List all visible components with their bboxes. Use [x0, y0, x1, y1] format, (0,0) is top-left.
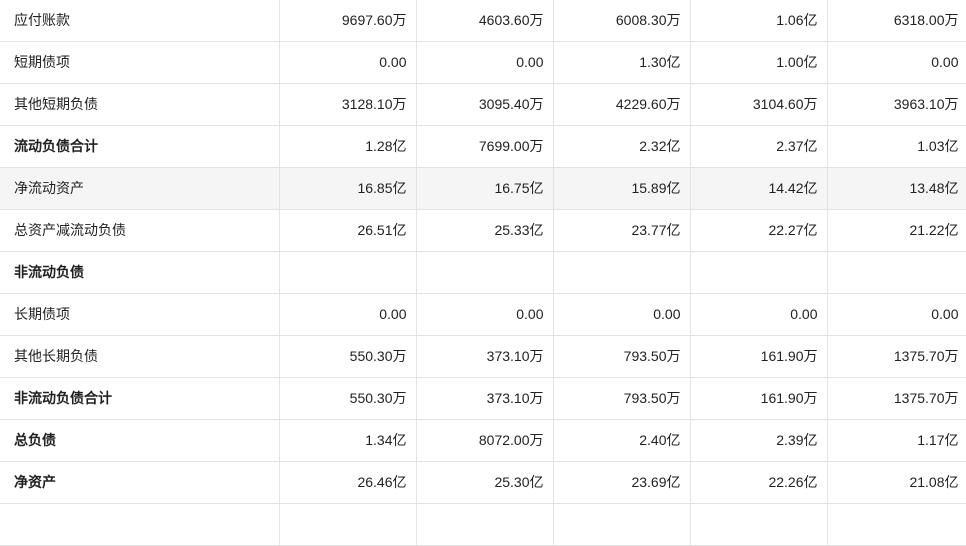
value-cell [826, 503, 966, 546]
value-cell: 0.00 [689, 293, 828, 336]
row-label: 净流动资产 [0, 167, 280, 210]
value-cell: 4229.60万 [552, 83, 691, 126]
value-cell: 25.33亿 [415, 209, 554, 252]
value-cell [278, 503, 417, 546]
row-label: 总负债 [0, 419, 280, 462]
row-label: 其他短期负债 [0, 83, 280, 126]
table-row: 总负债 1.34亿 8072.00万 2.40亿 2.39亿 1.17亿 [0, 419, 966, 462]
table-row: 短期债项 0.00 0.00 1.30亿 1.00亿 0.00 [0, 41, 966, 84]
value-cell: 23.69亿 [552, 461, 691, 504]
value-cell: 0.00 [415, 41, 554, 84]
value-cell [552, 503, 691, 546]
row-label: 总资产减流动负债 [0, 209, 280, 252]
table-row: 非流动负债合计 550.30万 373.10万 793.50万 161.90万 1375.… [0, 377, 966, 420]
value-cell: 2.37亿 [689, 125, 828, 168]
value-cell: 1375.70万 [826, 335, 966, 378]
value-cell: 0.00 [278, 293, 417, 336]
table-row: 流动负债合计 1.28亿 7699.00万 2.32亿 2.37亿 1.03亿 [0, 125, 966, 168]
value-cell: 161.90万 [689, 335, 828, 378]
value-cell: 793.50万 [552, 335, 691, 378]
value-cell: 2.40亿 [552, 419, 691, 462]
value-cell: 8072.00万 [415, 419, 554, 462]
value-cell: 23.77亿 [552, 209, 691, 252]
row-label: 非流动负债 [0, 251, 280, 294]
value-cell: 0.00 [826, 41, 966, 84]
value-cell: 22.27亿 [689, 209, 828, 252]
value-cell: 16.75亿 [415, 167, 554, 210]
value-cell: 3104.60万 [689, 83, 828, 126]
value-cell: 1.00亿 [689, 41, 828, 84]
value-cell: 1.06亿 [689, 0, 828, 42]
value-cell: 22.26亿 [689, 461, 828, 504]
value-cell [415, 251, 554, 294]
value-cell: 550.30万 [278, 335, 417, 378]
row-label: 长期债项 [0, 293, 280, 336]
value-cell: 3095.40万 [415, 83, 554, 126]
value-cell: 4603.60万 [415, 0, 554, 42]
value-cell: 21.22亿 [826, 209, 966, 252]
value-cell: 15.89亿 [552, 167, 691, 210]
value-cell: 0.00 [278, 41, 417, 84]
value-cell: 0.00 [415, 293, 554, 336]
row-label: 应付账款 [0, 0, 280, 42]
value-cell: 6008.30万 [552, 0, 691, 42]
row-label [0, 503, 280, 546]
value-cell: 26.46亿 [278, 461, 417, 504]
row-label: 净资产 [0, 461, 280, 504]
row-label: 其他长期负债 [0, 335, 280, 378]
value-cell: 1.17亿 [826, 419, 966, 462]
value-cell: 2.32亿 [552, 125, 691, 168]
value-cell [415, 503, 554, 546]
value-cell: 793.50万 [552, 377, 691, 420]
table-row: 净流动资产 16.85亿 16.75亿 15.89亿 14.42亿 13.48亿 [0, 167, 966, 210]
value-cell: 16.85亿 [278, 167, 417, 210]
value-cell [689, 251, 828, 294]
value-cell: 14.42亿 [689, 167, 828, 210]
value-cell: 7699.00万 [415, 125, 554, 168]
table-row: 应付账款 9697.60万 4603.60万 6008.30万 1.06亿 6318.00… [0, 0, 966, 42]
value-cell: 0.00 [826, 293, 966, 336]
value-cell [689, 503, 828, 546]
value-cell: 13.48亿 [826, 167, 966, 210]
value-cell: 1.03亿 [826, 125, 966, 168]
value-cell: 21.08亿 [826, 461, 966, 504]
table-row: 非流动负债 [0, 251, 966, 294]
row-label: 流动负债合计 [0, 125, 280, 168]
value-cell: 1375.70万 [826, 377, 966, 420]
table-row: 长期债项 0.00 0.00 0.00 0.00 0.00 [0, 293, 966, 336]
table-row: 其他短期负债 3128.10万 3095.40万 4229.60万 3104.60万 39… [0, 83, 966, 126]
table-row: 总资产减流动负债 26.51亿 25.33亿 23.77亿 22.27亿 21.22亿 [0, 209, 966, 252]
value-cell [552, 251, 691, 294]
value-cell: 0.00 [552, 293, 691, 336]
value-cell: 161.90万 [689, 377, 828, 420]
value-cell: 550.30万 [278, 377, 417, 420]
value-cell [278, 251, 417, 294]
value-cell: 9697.60万 [278, 0, 417, 42]
row-label: 短期债项 [0, 41, 280, 84]
value-cell: 3128.10万 [278, 83, 417, 126]
table-row: 其他长期负债 550.30万 373.10万 793.50万 161.90万 1375.7… [0, 335, 966, 378]
value-cell [826, 251, 966, 294]
table-row: 净资产 26.46亿 25.30亿 23.69亿 22.26亿 21.08亿 [0, 461, 966, 504]
table-row [0, 503, 966, 546]
value-cell: 373.10万 [415, 335, 554, 378]
value-cell: 26.51亿 [278, 209, 417, 252]
value-cell: 3963.10万 [826, 83, 966, 126]
value-cell: 1.28亿 [278, 125, 417, 168]
row-label: 非流动负债合计 [0, 377, 280, 420]
value-cell: 25.30亿 [415, 461, 554, 504]
value-cell: 1.30亿 [552, 41, 691, 84]
value-cell: 6318.00万 [826, 0, 966, 42]
value-cell: 1.34亿 [278, 419, 417, 462]
value-cell: 2.39亿 [689, 419, 828, 462]
value-cell: 373.10万 [415, 377, 554, 420]
